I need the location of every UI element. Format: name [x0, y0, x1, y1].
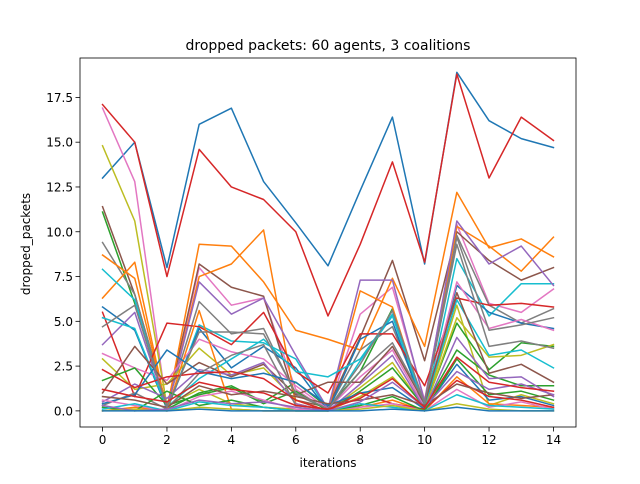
series-line-32	[101, 356, 555, 410]
x-tick-label: 6	[292, 433, 300, 447]
plot-frame	[79, 57, 577, 428]
series-line-2	[101, 73, 555, 317]
y-tick-label: 0.0	[54, 404, 73, 418]
x-tick-label: 10	[417, 433, 432, 447]
series-lines	[101, 71, 555, 412]
y-tick-label: 2.5	[54, 360, 73, 374]
x-tick-label: 2	[163, 433, 171, 447]
plot-area	[79, 57, 577, 428]
x-axis: 0 2 4 6 8 10 12 14	[99, 427, 561, 447]
series-line-31	[101, 406, 555, 412]
y-tick-label: 5.0	[54, 315, 73, 329]
x-tick-label: 0	[99, 433, 107, 447]
series-line-8	[101, 191, 555, 410]
chart-title: dropped packets: 60 agents, 3 coalitions	[186, 38, 471, 54]
y-axis-label: dropped_packets	[19, 193, 33, 295]
x-tick-label: 12	[481, 433, 496, 447]
series-line-13	[101, 297, 555, 398]
y-tick-label: 10.0	[46, 225, 73, 239]
y-tick-label: 12.5	[46, 180, 73, 194]
x-axis-label: iterations	[300, 456, 357, 470]
x-tick-label: 14	[546, 433, 561, 447]
y-tick-label: 7.5	[54, 270, 73, 284]
y-axis: 0.0 2.5 5.0 7.5 10.0 12.5 15.0 17.5	[46, 91, 80, 418]
series-line-26	[101, 383, 555, 409]
series-line-22	[101, 349, 555, 410]
series-line-1	[101, 71, 555, 269]
y-tick-label: 17.5	[46, 91, 73, 105]
x-tick-label: 8	[356, 433, 364, 447]
y-tick-label: 15.0	[46, 136, 73, 150]
x-tick-label: 4	[228, 433, 236, 447]
